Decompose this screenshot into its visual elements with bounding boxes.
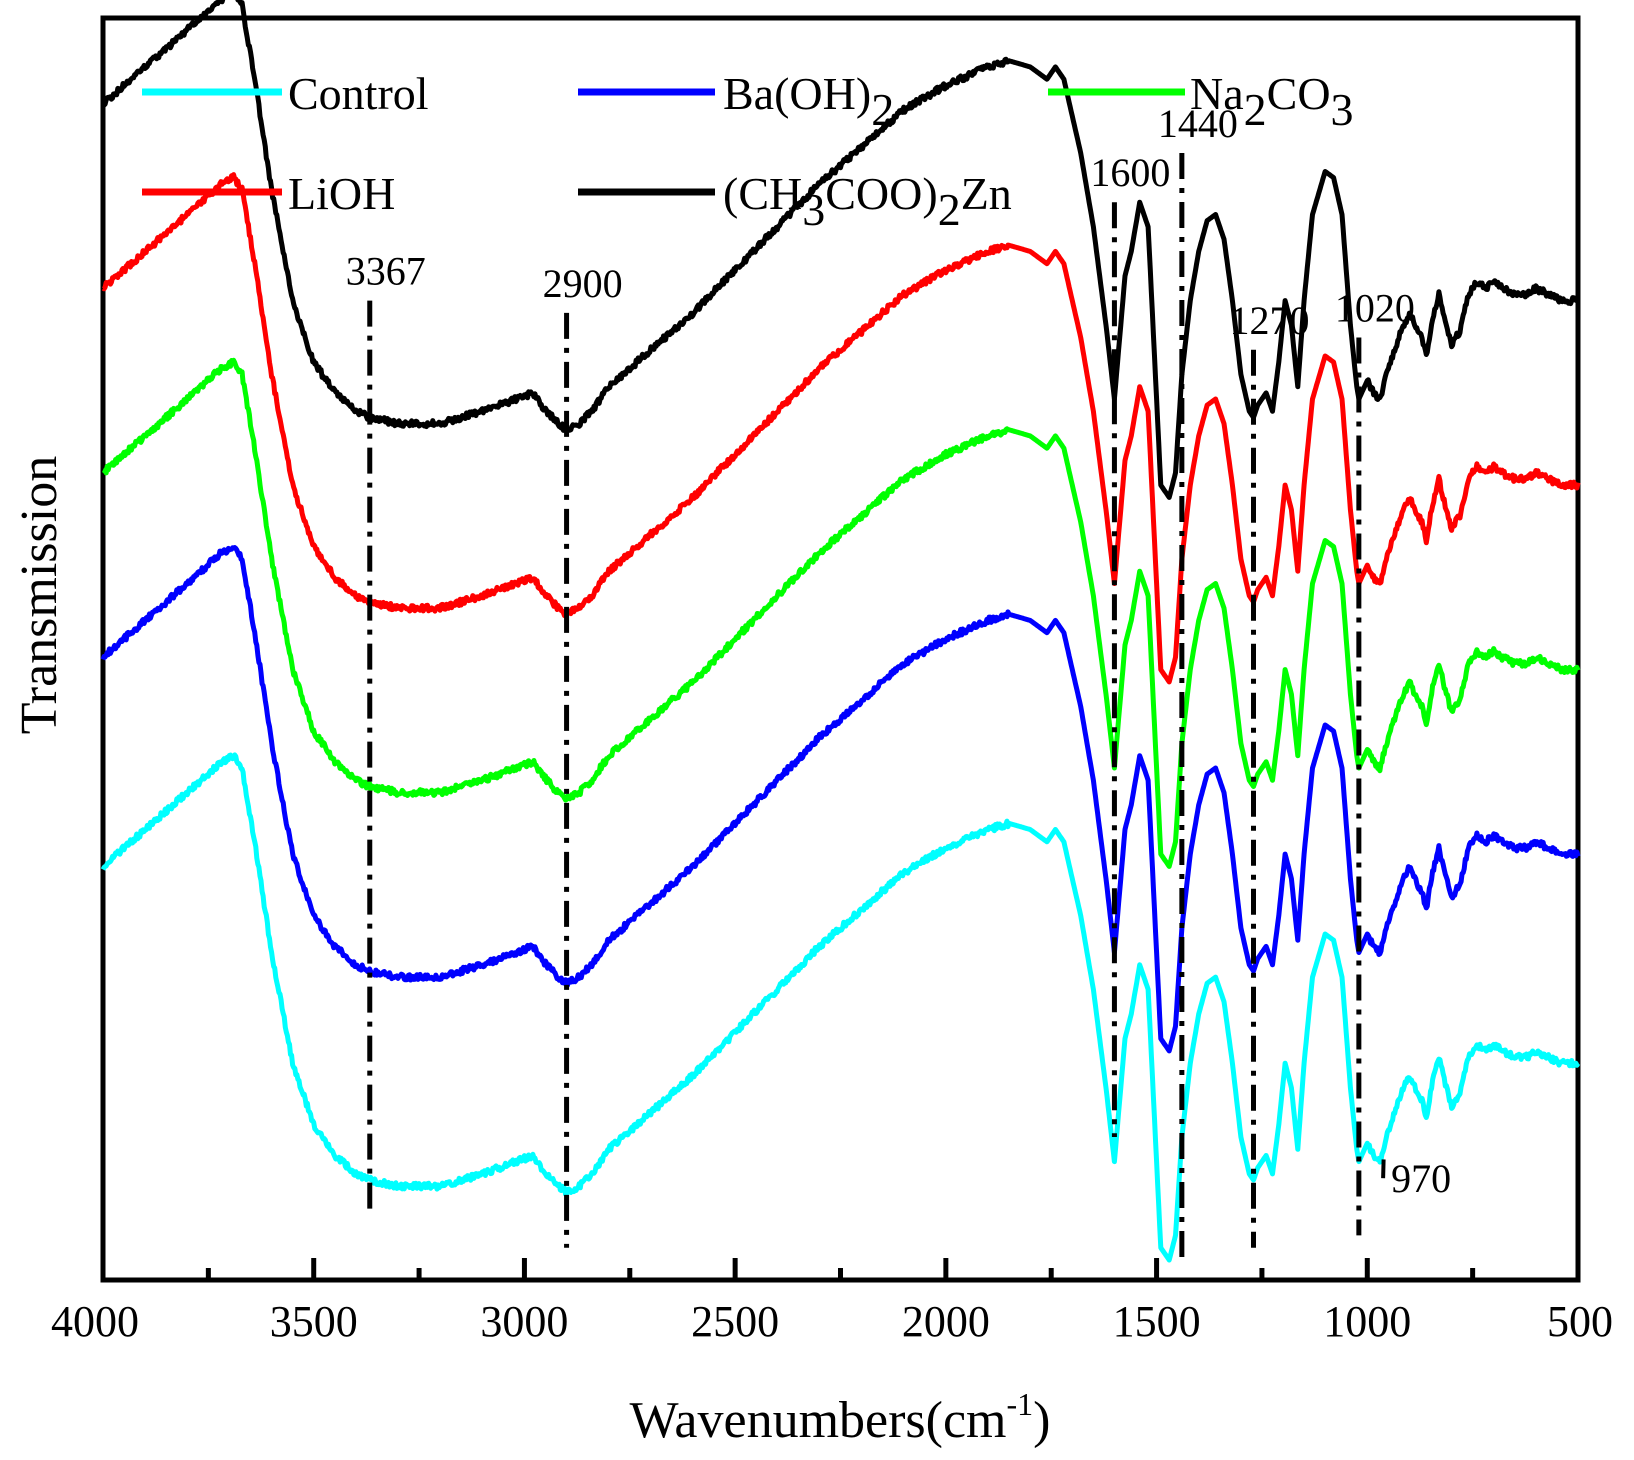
series-line-ch3coo-2zn	[100, 0, 1581, 500]
legend: Control Ba(OH)2 Na2CO3 LiOH (CH3COO)2Zn	[142, 68, 1354, 235]
peak-leader-970	[1381, 1159, 1386, 1179]
x-tick-label-3500: 3500	[270, 1297, 358, 1346]
series-line-control	[100, 752, 1581, 1263]
x-axis-title-main: Wavenumbers(cm	[630, 1392, 1007, 1449]
series-layer	[100, 0, 1581, 1263]
legend-lioh-text: LiOH	[288, 168, 395, 219]
x-tick-label-4000: 4000	[51, 1297, 139, 1346]
y-axis-title: Transmission	[11, 456, 68, 734]
series-line-lioh	[101, 172, 1581, 685]
legend-baoh2-sub: 2	[871, 84, 894, 135]
legend-na2co3-sub: 2	[1244, 84, 1267, 135]
legend-label-control: Control	[288, 68, 429, 119]
x-axis-title: Wavenumbers(cm-1)	[630, 1386, 1051, 1449]
legend-zinc-sub2: 2	[938, 184, 961, 235]
x-tick-label-2000: 2000	[902, 1297, 990, 1346]
legend-zinc-text3: Zn	[961, 168, 1012, 219]
x-tick-label-1000: 1000	[1323, 1297, 1411, 1346]
peak-label-1020: 1020	[1335, 286, 1415, 331]
peak-label-3367: 3367	[346, 249, 426, 294]
legend-label-baoh2: Ba(OH)2	[723, 68, 894, 135]
series-line-ba-oh-2	[100, 545, 1581, 1054]
x-axis-title-sup: -1	[1007, 1386, 1034, 1422]
peak-label-2900: 2900	[543, 261, 623, 306]
peak-label-1270: 1270	[1230, 298, 1310, 343]
x-axis-ticks: 4000 3500 3000 2500 2000 1500 1000 500	[51, 1258, 1613, 1346]
peak-label-970: 970	[1391, 1156, 1451, 1201]
legend-na2co3-text2: CO	[1267, 68, 1331, 119]
legend-zinc-sub: 3	[802, 184, 825, 235]
x-tick-label-2500: 2500	[691, 1297, 779, 1346]
series-line-na2co3	[101, 357, 1581, 869]
legend-label-na2co3: Na2CO3	[1190, 68, 1354, 135]
legend-zinc-text2: COO)	[825, 168, 937, 219]
x-tick-label-3000: 3000	[480, 1297, 568, 1346]
legend-na2co3-sub2: 3	[1331, 84, 1354, 135]
legend-zinc-text: (CH	[723, 168, 802, 219]
x-tick-label-500: 500	[1547, 1297, 1613, 1346]
legend-na2co3-text: Na	[1190, 68, 1244, 119]
legend-label-lioh: LiOH	[288, 168, 395, 219]
legend-label-zinc-acetate: (CH3COO)2Zn	[723, 168, 1012, 235]
peak-label-1440: 1440	[1158, 101, 1238, 146]
legend-baoh2-text: Ba(OH)	[723, 68, 871, 119]
legend-control-text: Control	[288, 68, 429, 119]
x-axis-title-close: )	[1033, 1392, 1050, 1449]
peak-label-1600: 1600	[1090, 150, 1170, 195]
x-tick-label-1500: 1500	[1113, 1297, 1201, 1346]
